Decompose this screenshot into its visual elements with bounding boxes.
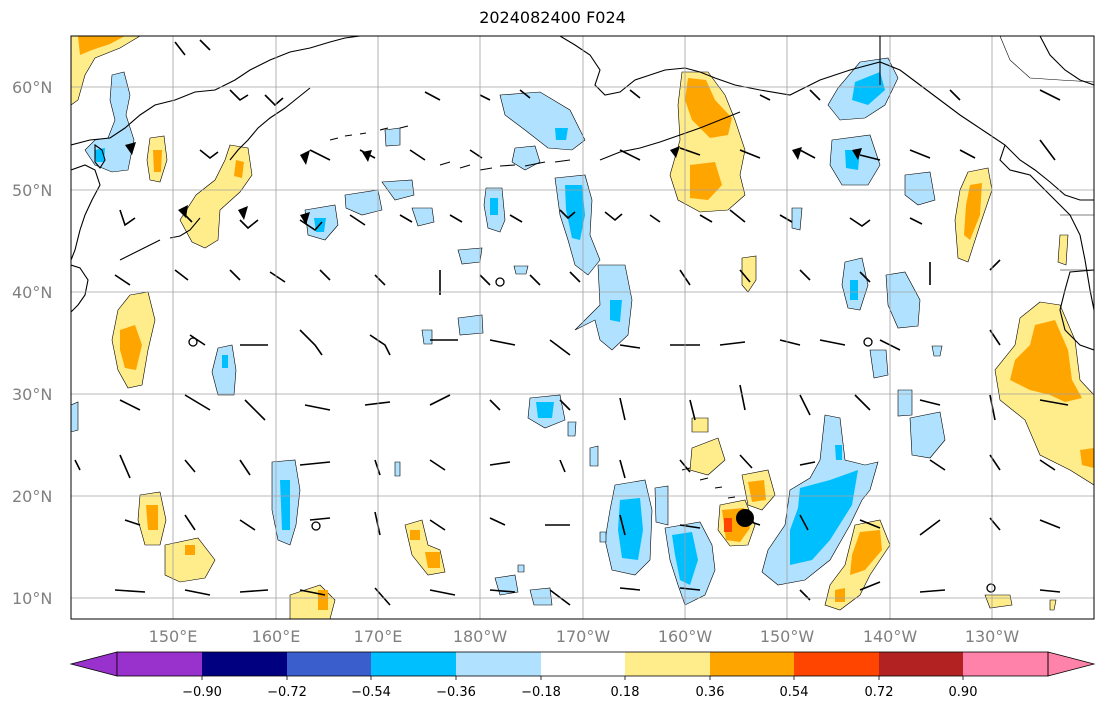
- colorbar-tick-label: −0.90: [182, 685, 222, 700]
- colorbar-tick-label: 0.54: [780, 685, 809, 700]
- colorbar-tick-label: 0.18: [611, 685, 640, 700]
- storm-center-marker: [736, 509, 754, 527]
- colorbar-segment: [371, 652, 456, 676]
- colorbar-tick-label: −0.54: [351, 685, 391, 700]
- lat-label-10n: 10°N: [12, 589, 52, 608]
- colorbar-tick-label: 0.72: [865, 685, 894, 700]
- lon-label-150w: 150°W: [760, 627, 815, 646]
- colorbar-segment: [879, 652, 963, 676]
- lon-label-170w: 170°W: [556, 627, 611, 646]
- calm-markers: [188, 277, 996, 593]
- borders: [999, 36, 1094, 271]
- lon-label-130w: 130°W: [965, 627, 1020, 646]
- colorbar-extend-low: [69, 651, 118, 677]
- shaded-fields: [71, 36, 1094, 619]
- gridlines: [71, 36, 1094, 619]
- colorbar-extend-high: [1047, 651, 1096, 677]
- lon-label-170e: 170°E: [354, 627, 403, 646]
- lat-label-40n: 40°N: [12, 283, 52, 302]
- lon-label-160w: 160°W: [658, 627, 713, 646]
- map-frame: [70, 35, 1095, 620]
- wind-flags: [125, 142, 862, 225]
- wind-barbs: [74, 39, 1069, 606]
- colorbar-tick-label: −0.36: [436, 685, 476, 700]
- lat-label-30n: 30°N: [12, 385, 52, 404]
- colorbar-segment: [541, 652, 625, 676]
- colorbar-tick-label: 0.90: [949, 685, 978, 700]
- colorbar-segment: [117, 652, 202, 676]
- longitude-axis: 150°E 160°E 170°E 180°W 170°W 160°W 150°…: [149, 627, 1020, 646]
- map-title: 2024082400 F024: [479, 8, 626, 27]
- lat-label-50n: 50°N: [12, 181, 52, 200]
- map-area: [71, 36, 1094, 619]
- colorbar-tick-label: −0.72: [267, 685, 307, 700]
- lon-label-180w: 180°W: [453, 627, 508, 646]
- colorbar-tick-label: 0.36: [696, 685, 725, 700]
- colorbar-segment: [287, 652, 371, 676]
- latitude-axis: 60°N 50°N 40°N 30°N 20°N 10°N: [12, 78, 52, 608]
- colorbar-segment: [202, 652, 287, 676]
- lon-label-160e: 160°E: [252, 627, 301, 646]
- lat-label-60n: 60°N: [12, 78, 52, 97]
- colorbar-tick-label: −0.18: [521, 685, 561, 700]
- lon-label-140w: 140°W: [863, 627, 918, 646]
- colorbar-segment: [456, 652, 541, 676]
- colorbar-segment: [963, 652, 1048, 676]
- colorbar-segment: [625, 652, 710, 676]
- colorbar: −0.90 −0.72 −0.54 −0.36 −0.18 0.18 0.36 …: [69, 651, 1096, 700]
- lon-label-150e: 150°E: [149, 627, 198, 646]
- lat-label-20n: 20°N: [12, 487, 52, 506]
- colorbar-segment: [710, 652, 794, 676]
- coastlines: [71, 36, 1094, 499]
- colorbar-segment: [794, 652, 879, 676]
